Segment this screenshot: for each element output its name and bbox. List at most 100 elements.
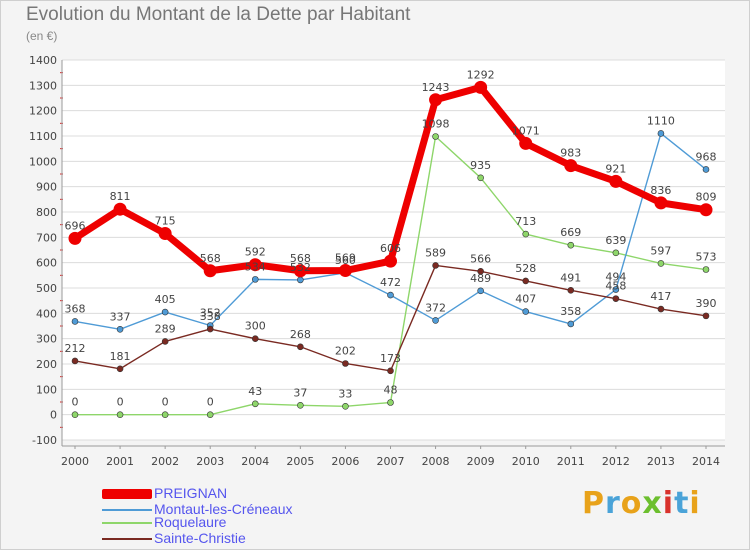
data-label: 0 — [117, 396, 124, 409]
legend-swatch-roquelaure — [102, 522, 152, 524]
y-tick-label: 1200 — [29, 105, 57, 118]
legend-swatch-montaut — [102, 509, 152, 511]
data-point — [293, 264, 307, 278]
legend-swatch-preignan — [102, 489, 152, 499]
series-layer — [68, 80, 713, 418]
proxiti-logo: Proxiti — [582, 486, 701, 521]
x-tick-label: 2014 — [692, 455, 720, 468]
data-point — [206, 411, 214, 418]
data-label: 669 — [560, 226, 581, 239]
data-label: 713 — [515, 215, 536, 228]
data-label: 338 — [200, 310, 221, 323]
y-tick-label: 900 — [36, 181, 57, 194]
y-tick-label: 700 — [36, 231, 57, 244]
data-label: 0 — [162, 396, 169, 409]
data-point — [477, 287, 484, 295]
y-tick-label: 500 — [36, 282, 57, 295]
data-label-layer: 696 811 715 568 592 568 569 606 1243 1292 1071 983 9… — [65, 68, 717, 408]
unit-label: (en €) — [26, 29, 58, 43]
data-point — [161, 308, 169, 316]
y-tick-label: 800 — [36, 206, 57, 219]
data-point — [203, 264, 217, 278]
data-label: 809 — [696, 191, 717, 204]
data-label: 458 — [605, 280, 626, 293]
data-point — [432, 262, 439, 269]
data-label: 568 — [290, 252, 311, 265]
x-tick-label: 2008 — [422, 455, 450, 468]
data-point — [564, 159, 578, 173]
data-point — [522, 230, 530, 238]
logo-letter: o — [620, 486, 643, 521]
data-point — [161, 411, 169, 418]
data-point — [702, 166, 710, 173]
data-point — [342, 403, 349, 410]
data-label: 300 — [245, 320, 266, 333]
data-label: 0 — [207, 396, 214, 409]
data-label: 289 — [155, 322, 176, 335]
data-label: 472 — [380, 276, 401, 289]
data-label: 811 — [110, 190, 131, 203]
data-label: 37 — [293, 386, 307, 399]
y-tick-label: 1400 — [29, 54, 57, 67]
data-label: 372 — [425, 301, 446, 314]
data-label: 405 — [155, 293, 176, 306]
data-label: 33 — [338, 387, 352, 400]
data-point — [71, 318, 79, 325]
data-label: 1243 — [422, 81, 450, 94]
data-label: 715 — [155, 215, 176, 228]
data-label: 491 — [560, 271, 581, 284]
chart-title: Evolution du Montant de la Dette par Hab… — [26, 4, 411, 25]
data-point — [522, 277, 530, 285]
y-tick-label: 100 — [36, 383, 57, 396]
logo-letter: P — [582, 486, 605, 521]
data-point — [474, 80, 488, 94]
data-label: 532 — [290, 261, 311, 274]
legend-label-preignan: PREIGNAN — [154, 485, 228, 501]
data-label: 935 — [470, 159, 491, 172]
data-point — [71, 357, 79, 365]
data-point — [657, 260, 665, 267]
data-label: 1292 — [467, 68, 495, 81]
data-point — [699, 203, 713, 217]
data-point — [429, 93, 443, 107]
data-point — [248, 258, 262, 272]
data-point — [654, 196, 668, 210]
x-tick-label: 2003 — [196, 455, 224, 468]
data-label: 268 — [290, 328, 311, 341]
x-tick-label: 2013 — [647, 455, 675, 468]
data-point — [113, 202, 127, 216]
data-label: 1098 — [422, 118, 450, 131]
data-point — [158, 227, 172, 241]
legend-label-roquelaure: Roquelaure — [154, 514, 227, 530]
data-point — [116, 365, 124, 373]
data-point — [612, 286, 620, 293]
data-label: 407 — [515, 293, 536, 306]
data-point — [387, 367, 394, 375]
data-label: 1071 — [512, 124, 540, 137]
data-label: 181 — [110, 350, 131, 363]
data-point — [612, 295, 620, 302]
y-tick-label: 0 — [50, 409, 57, 422]
data-point — [567, 241, 575, 249]
logo-letter: x — [642, 486, 663, 521]
data-label: 173 — [380, 352, 401, 365]
x-tick-label: 2007 — [377, 455, 405, 468]
logo-letter: t — [674, 486, 690, 521]
data-point — [206, 325, 214, 333]
data-label: 836 — [650, 184, 671, 197]
data-label: 528 — [515, 262, 536, 275]
data-label: 0 — [72, 396, 79, 409]
data-point — [519, 136, 533, 150]
data-point — [251, 400, 259, 408]
data-label: 592 — [245, 246, 266, 259]
data-point — [338, 264, 352, 278]
x-tick-label: 2001 — [106, 455, 134, 468]
data-point — [702, 312, 710, 320]
data-point — [477, 174, 484, 182]
data-label: 212 — [65, 342, 86, 355]
x-tick-label: 2004 — [241, 455, 269, 468]
data-label: 202 — [335, 344, 356, 357]
data-point — [71, 411, 79, 418]
data-label: 573 — [696, 251, 717, 264]
